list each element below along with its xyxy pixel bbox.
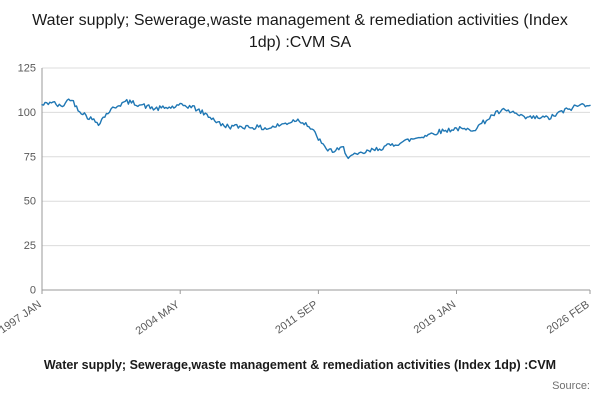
y-tick-label: 125 (18, 63, 36, 75)
y-tick-label: 75 (24, 151, 36, 163)
x-tick-label: 2004 MAY (134, 298, 183, 337)
x-tick-label: 2019 JAN (412, 299, 459, 337)
x-tick-label: 2011 SEP (273, 299, 320, 337)
x-tick-label: 2026 FEB (545, 299, 592, 337)
y-tick-label: 100 (18, 107, 36, 119)
source-label: Source: (552, 380, 590, 392)
y-tick-label: 25 (24, 240, 36, 252)
series-legend: Water supply; Sewerage,waste management … (43, 358, 557, 372)
line-chart: 0 25 50 75 100 125 1997 JAN 2004 MAY 2011 SEP 201… (0, 58, 600, 350)
y-tick-label: 50 (24, 196, 36, 208)
chart-canvas: 0 25 50 75 100 125 1997 JAN 2004 MAY 2011 SEP 201… (0, 63, 592, 338)
chart-title: Water supply; Sewerage,waste management … (32, 12, 568, 51)
series-line (41, 98, 591, 160)
x-tick-label: 1997 JAN (0, 299, 44, 337)
y-tick-label: 0 (30, 285, 36, 297)
